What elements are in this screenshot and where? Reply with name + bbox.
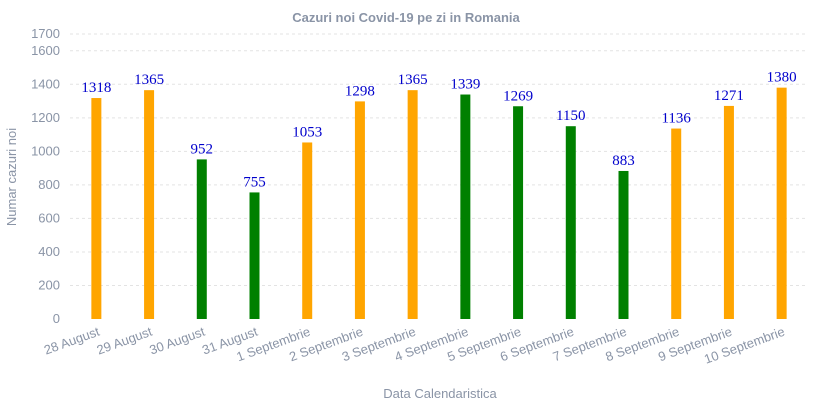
gridlines	[70, 33, 808, 286]
data-labels: 1318 1365 952 755 1053 1298 1365 1339 1269 1150 88…	[81, 70, 796, 191]
y-tick-label: 1000	[31, 143, 60, 158]
data-label: 1298	[345, 83, 375, 99]
data-label: 883	[612, 153, 635, 169]
bar	[618, 170, 629, 319]
data-label: 1269	[503, 88, 533, 104]
bar	[91, 98, 102, 320]
x-axis-title: Data Calendaristica	[383, 386, 497, 401]
y-tick-label: 800	[38, 177, 60, 192]
y-tick-label: 1200	[31, 110, 60, 125]
y-tick-label: 1400	[31, 76, 60, 91]
chart-title: Cazuri noi Covid-19 pe zi in Romania	[292, 10, 520, 25]
bar	[671, 128, 682, 319]
bar	[565, 126, 576, 320]
data-label: 755	[243, 174, 266, 190]
bar	[407, 90, 418, 319]
data-label: 1136	[661, 111, 691, 127]
data-label: 1365	[398, 72, 428, 88]
y-tick-label: 600	[38, 210, 60, 225]
data-label: 1365	[134, 72, 164, 88]
data-label: 952	[191, 141, 214, 157]
bar	[249, 192, 260, 319]
bar	[776, 87, 787, 319]
data-label: 1339	[450, 77, 480, 93]
x-tick-label: 30 August	[147, 324, 207, 358]
bar	[723, 105, 734, 319]
y-axis-ticks: 0 200 400 600 800 1000 1200 1400 1600 1700	[31, 26, 60, 326]
data-label: 1053	[292, 124, 322, 140]
y-tick-label: 1600	[31, 43, 60, 58]
bars	[91, 87, 787, 320]
data-label: 1271	[714, 88, 744, 104]
data-label: 1380	[767, 70, 797, 86]
x-tick-label: 28 August	[42, 324, 102, 358]
y-axis-title: Numar cazuri noi	[4, 128, 19, 226]
bar	[144, 90, 155, 319]
y-tick-label: 0	[53, 311, 60, 326]
bar	[354, 101, 365, 319]
bar	[302, 142, 313, 319]
bar	[460, 94, 471, 319]
bar	[513, 106, 524, 319]
y-tick-label: 200	[38, 277, 60, 292]
y-tick-label: 1700	[31, 26, 60, 41]
bar	[196, 159, 207, 319]
data-label: 1318	[81, 80, 111, 96]
y-tick-label: 400	[38, 244, 60, 259]
data-label: 1150	[556, 108, 585, 124]
x-tick-label: 29 August	[95, 324, 155, 358]
